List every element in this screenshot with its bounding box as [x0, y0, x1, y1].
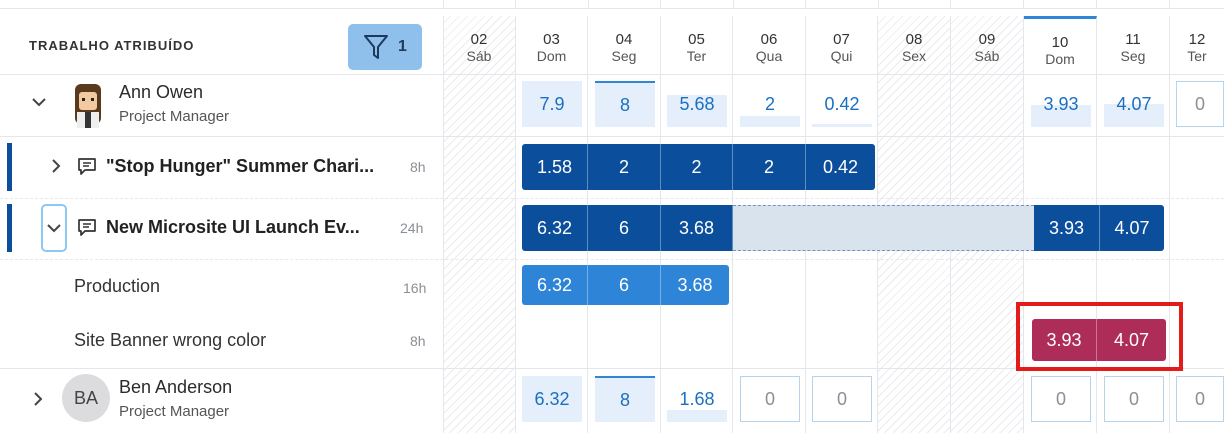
allocation-bar[interactable]: 6.32 6 3.68 3.93 4.07 [522, 205, 1164, 251]
filter-icon [364, 35, 388, 59]
day-name: Ter [1187, 48, 1207, 64]
row-separator [0, 259, 1224, 260]
allocation-segment[interactable]: 1.58 [522, 144, 588, 190]
allocation-segment[interactable]: 2 [588, 144, 661, 190]
person-role: Project Manager [119, 403, 230, 420]
day-name: Dom [536, 48, 567, 64]
project-title[interactable]: New Microsite UI Launch Ev... [106, 217, 360, 237]
task-title[interactable]: Production [74, 276, 161, 296]
row-indicator [7, 143, 12, 191]
filter-count: 1 [398, 38, 407, 55]
task-hours: 8h [410, 333, 426, 349]
day-name: Ter [686, 48, 707, 64]
daily-total-cell[interactable]: 0 [740, 376, 800, 422]
project-icon [78, 158, 96, 175]
day-number: 06 [760, 31, 778, 48]
daily-total-cell[interactable]: 0 [1031, 376, 1091, 422]
allocation-segment[interactable]: 3.68 [677, 274, 713, 295]
allocation-segment[interactable]: 3.68 [661, 205, 733, 251]
day-number: 12 [1188, 31, 1206, 48]
day-column-mon-11: 11 Seg [1097, 16, 1170, 433]
day-number: 09 [978, 31, 996, 48]
allocation-bar[interactable]: 3.93 4.07 [1032, 319, 1166, 361]
highlight-box [1016, 302, 1183, 371]
daily-total-cell[interactable]: 6.32 [522, 376, 582, 422]
daily-total-cell[interactable]: 8 [595, 81, 655, 127]
row-separator [0, 198, 1224, 199]
day-name: Seg [1120, 48, 1146, 64]
allocation-segment[interactable]: 3.93 [1032, 319, 1097, 361]
allocation-bar[interactable]: 6.32 6 3.68 [522, 265, 729, 305]
chevron-right-icon[interactable] [50, 158, 62, 174]
row-separator [0, 136, 1224, 137]
day-number: 11 [1125, 31, 1141, 48]
allocation-segment[interactable]: 6.32 [522, 205, 588, 251]
daily-total-cell[interactable]: 5.68 [667, 81, 727, 127]
person-name[interactable]: Ann Owen [119, 82, 204, 102]
daily-total-cell[interactable]: 0 [812, 376, 872, 422]
project-hours: 24h [400, 220, 424, 236]
day-name: Sáb [466, 48, 492, 64]
row-indicator [7, 204, 12, 252]
day-number: 02 [470, 31, 488, 48]
day-number: 04 [615, 31, 633, 48]
chevron-down-icon[interactable] [46, 222, 62, 234]
day-number: 05 [688, 31, 705, 48]
day-number: 03 [543, 31, 560, 48]
expand-toggle-focused[interactable] [41, 204, 67, 252]
day-number: 07 [833, 31, 850, 48]
allocation-segment[interactable]: 4.07 [1114, 217, 1150, 238]
filter-button[interactable]: 1 [348, 24, 422, 70]
daily-total-cell[interactable]: 0 [1176, 81, 1224, 127]
project-hours: 8h [410, 159, 426, 175]
daily-total-cell[interactable]: 7.9 [522, 81, 582, 127]
allocation-segment[interactable]: 2 [661, 144, 733, 190]
row-separator [0, 368, 1224, 369]
assigned-work-panel [0, 16, 444, 433]
day-name: Qua [755, 48, 783, 64]
daily-total-cell[interactable]: 4.07 [1104, 81, 1164, 127]
daily-total-cell[interactable]: 2 [740, 81, 800, 127]
day-column-sat-02: 02 Sáb [443, 16, 516, 433]
daily-total-cell[interactable]: 0 [1104, 376, 1164, 422]
daily-total-cell[interactable]: 3.93 [1031, 81, 1091, 127]
allocation-bar[interactable]: 1.58 2 2 2 0.42 [522, 144, 875, 190]
day-column-tue-12: 12 Ter [1170, 16, 1224, 433]
day-name: Seg [611, 48, 637, 64]
chevron-down-icon[interactable] [31, 96, 47, 108]
day-name: Dom [1045, 51, 1075, 67]
panel-title: TRABALHO ATRIBUÍDO [29, 38, 195, 53]
daily-total-cell[interactable]: 0.42 [812, 81, 872, 127]
allocation-segment[interactable]: 0.42 [822, 156, 859, 177]
task-title[interactable]: Site Banner wrong color [74, 330, 267, 350]
daily-total-cell[interactable]: 1.68 [667, 376, 727, 422]
day-name: Sáb [974, 48, 1000, 64]
allocation-segment[interactable]: 2 [733, 144, 806, 190]
day-number: 08 [905, 31, 923, 48]
day-number: 10 [1051, 34, 1069, 51]
project-title[interactable]: "Stop Hunger" Summer Chari... [106, 156, 375, 176]
daily-total-cell[interactable]: 0 [1176, 376, 1224, 422]
chevron-right-icon[interactable] [32, 391, 44, 407]
allocation-segment[interactable]: 3.93 [1034, 205, 1100, 251]
project-icon [78, 219, 96, 236]
top-strip [0, 0, 1224, 9]
avatar [75, 84, 101, 128]
allocation-segment[interactable]: 4.07 [1113, 329, 1150, 350]
person-role: Project Manager [119, 108, 230, 125]
row-separator [0, 74, 1224, 75]
avatar-initials: BA [62, 374, 110, 422]
day-name: Sex [901, 48, 927, 64]
day-name: Qui [830, 48, 853, 64]
task-hours: 16h [403, 280, 427, 296]
allocation-segment[interactable]: 6.32 [522, 265, 588, 305]
allocation-gap [733, 205, 1034, 251]
daily-total-cell[interactable]: 8 [595, 376, 655, 422]
person-name[interactable]: Ben Anderson [119, 377, 233, 397]
allocation-segment[interactable]: 6 [588, 265, 661, 305]
allocation-segment[interactable]: 6 [588, 205, 661, 251]
